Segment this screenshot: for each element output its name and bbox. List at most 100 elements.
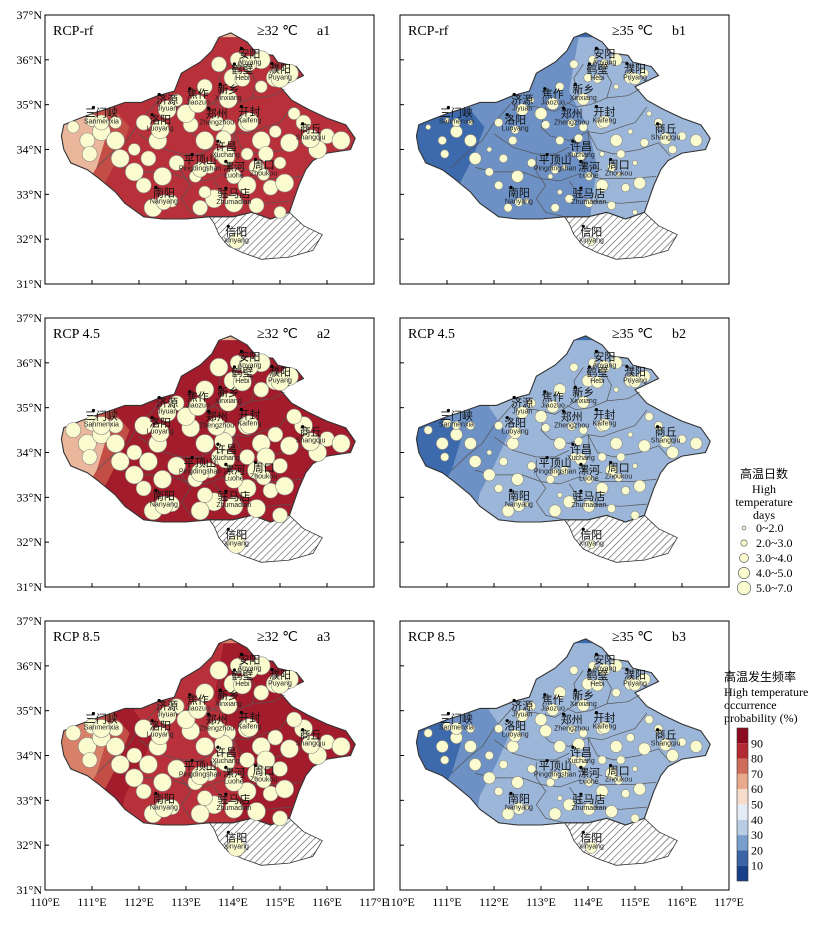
station-dot — [331, 737, 351, 756]
city-marker — [150, 113, 154, 117]
city-label-cn: 开封 — [238, 711, 260, 725]
city-marker — [239, 105, 243, 109]
province-outline — [415, 32, 711, 220]
city-label-cn: 郑州 — [206, 409, 228, 423]
station-dot — [126, 747, 143, 764]
prefecture-border — [493, 436, 570, 458]
city-marker — [224, 765, 228, 769]
station-dot — [494, 786, 504, 796]
x-tick-label: 115°E — [620, 895, 650, 909]
x-tick-label: 113°E — [526, 895, 556, 909]
province-outline — [415, 335, 711, 523]
station-dot — [253, 684, 270, 701]
city-label-cn: 南阳 — [153, 186, 175, 199]
station-dot — [689, 740, 703, 753]
city-label-cn: 商丘 — [300, 122, 322, 136]
station-dot — [627, 431, 634, 438]
city-label-cn: 漯河 — [223, 766, 245, 779]
prefecture-border — [566, 694, 640, 714]
panel-label: b3 — [672, 630, 686, 645]
panel-scenario: RCP-rf — [408, 24, 449, 39]
legend-prob-tick: 70 — [751, 767, 763, 781]
station-dot — [195, 737, 215, 756]
city-label-en: Pingdingshan — [179, 469, 222, 476]
province-outline — [415, 638, 711, 826]
city-label-cn: 鹤壁 — [231, 668, 253, 682]
y-tick-label: 31°N — [17, 580, 43, 594]
city-label-cn: 平顶山 — [184, 457, 217, 470]
legend-prob-swatch — [737, 758, 748, 774]
station-dot — [153, 167, 172, 186]
legend-prob-title: probability (%) — [724, 711, 798, 725]
station-dot — [527, 398, 537, 408]
city-label-en: Jiyuan — [512, 106, 532, 113]
legend-prob-swatch — [737, 728, 748, 744]
city-dot — [219, 89, 238, 109]
city-label-cn: 安阳 — [593, 46, 615, 60]
city-marker — [573, 385, 577, 389]
station-dot — [195, 131, 215, 150]
city-label-cn: 济源 — [156, 396, 178, 410]
panel-threshold: ≥32 ℃ — [257, 24, 298, 39]
city-dot — [219, 695, 238, 715]
city-label-cn: 开封 — [238, 105, 260, 119]
station-dot — [616, 452, 626, 462]
city-dot — [224, 799, 244, 819]
city-label-cn: 洛阳 — [149, 113, 171, 127]
station-dot — [562, 798, 576, 812]
city-label-en: Zhoukou — [605, 474, 632, 481]
station-dot — [272, 810, 288, 827]
y-tick-label: 37°N — [17, 614, 43, 628]
station-dot — [254, 80, 268, 93]
city-label-en: Zhengzhou — [554, 119, 589, 126]
city-label-cn: 平顶山 — [184, 154, 217, 167]
city-label-en: Luoyang — [147, 732, 174, 739]
city-label-en: Pingdingshan — [534, 772, 577, 779]
panel-threshold: ≥35 ℃ — [612, 327, 653, 342]
city-dot — [584, 777, 594, 787]
y-tick-label: 37°N — [17, 311, 43, 325]
station-dot — [81, 752, 98, 768]
station-dot — [668, 145, 678, 155]
legend-high-temperature-days: 高温日数Hightemperaturedays0~2.02.0~3.03.0~4… — [735, 466, 793, 596]
city-dot — [567, 724, 577, 734]
station-dot — [508, 136, 518, 146]
city-label-en: Sanmenxia — [84, 119, 119, 126]
city-label-en: Zhengzhou — [554, 422, 589, 429]
city-marker — [512, 92, 516, 97]
city-label-en: Sanmenxia — [439, 119, 474, 126]
prefecture-border — [96, 400, 161, 471]
station-dot — [486, 449, 493, 456]
station-dot — [167, 456, 186, 476]
legend-prob-swatch — [737, 819, 748, 836]
legend-prob-swatch — [737, 835, 748, 851]
city-label-en: Jiyuan — [512, 712, 532, 719]
city-label-cn: 三门峡 — [85, 409, 118, 423]
station-dot — [569, 362, 579, 372]
city-marker — [512, 395, 516, 400]
x-tick-label: 117°E — [359, 895, 389, 909]
city-label-cn: 周口 — [253, 159, 275, 172]
prefecture-border — [566, 391, 640, 411]
city-marker — [579, 186, 583, 190]
y-tick-label: 32°N — [17, 535, 43, 549]
station-dot — [125, 162, 144, 182]
city-label-en: Shangqiu — [651, 135, 681, 142]
city-label-en: Luohe — [579, 172, 599, 179]
city-marker — [509, 185, 513, 189]
city-label-en: Nanyang — [505, 198, 533, 205]
city-label-cn: 许昌 — [570, 443, 592, 456]
station-dot — [209, 357, 229, 377]
city-marker — [579, 765, 583, 769]
station-dot — [639, 138, 649, 148]
city-dot — [150, 726, 170, 746]
city-label-en: Xinxiang — [215, 398, 242, 405]
x-tick-label: 117°E — [714, 895, 744, 909]
station-dot — [484, 750, 494, 760]
city-label-cn: 南阳 — [153, 792, 175, 805]
prefecture-border — [451, 97, 516, 168]
legend-days-symbol — [740, 539, 748, 547]
city-marker — [301, 122, 305, 126]
station-dot — [609, 740, 623, 753]
